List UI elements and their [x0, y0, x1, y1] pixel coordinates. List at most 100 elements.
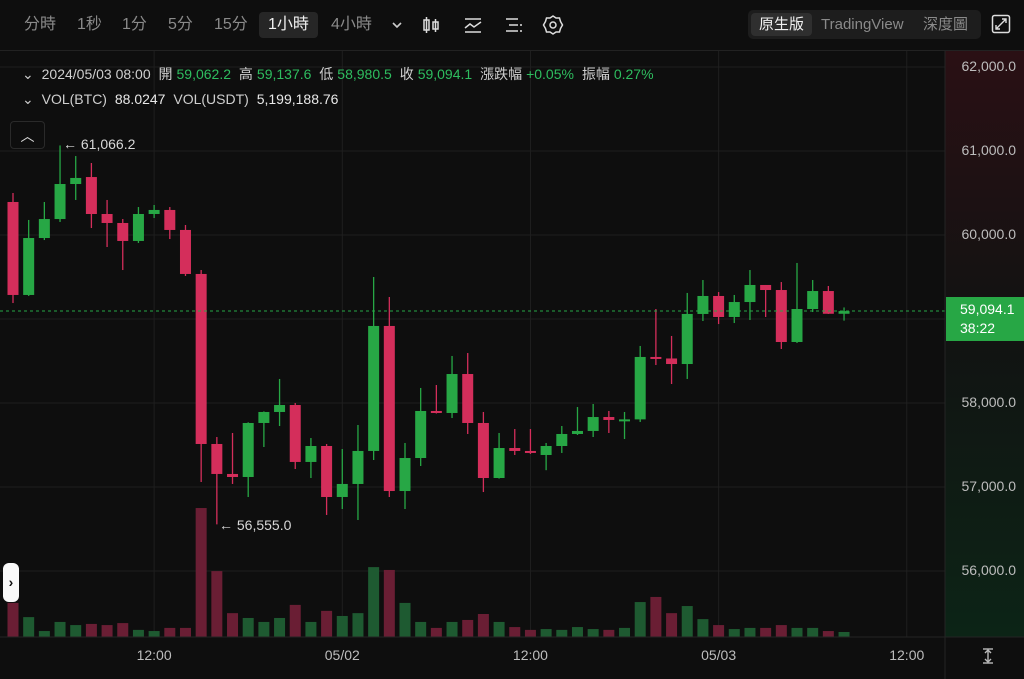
volume-bar [352, 613, 364, 637]
candle [587, 404, 599, 438]
indicator-icon[interactable] [462, 14, 484, 36]
chevron-down-icon[interactable]: ⌄ [22, 91, 34, 107]
candle-body [587, 417, 599, 431]
candle-body [399, 458, 411, 492]
candle-body [697, 295, 709, 314]
fullscreen-icon[interactable] [990, 13, 1012, 35]
candle-body [556, 433, 568, 447]
candle [744, 270, 756, 321]
candle [101, 199, 113, 248]
candle [415, 387, 427, 466]
volume-bar [179, 627, 191, 637]
candle [38, 201, 50, 241]
volume-bar [211, 571, 223, 637]
candle [164, 207, 176, 240]
volume-bar [587, 629, 599, 637]
candle-body [148, 209, 160, 214]
candle [70, 156, 82, 200]
candle-body [117, 222, 129, 241]
volume-bar [728, 629, 740, 637]
volume-bar [101, 625, 113, 637]
candle-type-icon[interactable] [420, 14, 442, 36]
candle-body [179, 229, 191, 274]
candle [336, 449, 348, 509]
candle-body [493, 448, 505, 479]
volume-bar [775, 625, 787, 637]
low-value: 58,980.5 [337, 66, 392, 82]
high-value: 59,137.6 [256, 66, 312, 82]
candle-body [415, 410, 427, 459]
volume-bar [650, 596, 662, 637]
candle [822, 285, 834, 314]
view-tradingview[interactable]: TradingView [821, 16, 904, 33]
candle [650, 308, 662, 366]
amplitude-label: 振幅 [581, 66, 610, 82]
list-settings-icon[interactable] [503, 14, 525, 36]
candle-body [822, 291, 834, 314]
chevron-down-icon[interactable]: ⌄ [22, 66, 34, 82]
time-tick-label: 12:00 [889, 647, 925, 663]
collapse-button[interactable]: ︿ [10, 121, 45, 149]
volume-bar [399, 602, 411, 637]
candle [179, 225, 191, 276]
candle [462, 353, 474, 434]
tab-4h[interactable]: 4小時 [331, 16, 372, 33]
tab-1m[interactable]: 1分 [122, 16, 147, 33]
view-native[interactable]: 原生版 [751, 13, 813, 36]
candle-body [336, 483, 348, 497]
candle [132, 207, 144, 243]
candle [383, 296, 395, 497]
vol-btc-label: VOL(BTC) [41, 91, 107, 107]
axis-scale-icon[interactable] [978, 646, 998, 666]
time-tick-label: 12:00 [136, 647, 172, 663]
chevron-down-icon[interactable] [386, 14, 408, 36]
candle [760, 284, 772, 317]
open-label: 開 [158, 66, 173, 82]
volume-bar [619, 627, 631, 637]
candle-body [383, 325, 395, 492]
tab-1h[interactable]: 1小時 [259, 12, 318, 38]
candle [321, 443, 333, 515]
volume-bar [697, 619, 709, 637]
vol-btc-value: 88.0247 [114, 91, 166, 107]
candle [728, 294, 740, 324]
tab-intraday[interactable]: 分時 [24, 16, 57, 33]
candle-body [289, 405, 301, 462]
candle [117, 219, 129, 271]
candle-body [38, 219, 50, 239]
price-tick-label: 61,000.0 [961, 141, 1017, 158]
tab-1s[interactable]: 1秒 [77, 16, 102, 33]
time-tick-label: 12:00 [512, 647, 548, 663]
candle [524, 429, 536, 454]
volume-bar [509, 627, 521, 637]
price-tick-label: 62,000.0 [961, 58, 1017, 74]
candle-body [368, 325, 380, 451]
gear-icon[interactable] [542, 14, 564, 36]
volume-bar [524, 629, 536, 637]
candle [352, 425, 364, 521]
candle-body [70, 177, 82, 185]
candle-body [791, 308, 803, 343]
candle [697, 280, 709, 322]
time-tick-label: 05/02 [324, 647, 360, 663]
candle [791, 262, 803, 344]
price-tick-label: 60,000.0 [961, 225, 1017, 242]
tab-5m[interactable]: 5分 [168, 16, 193, 33]
candle [619, 411, 631, 440]
tab-15m[interactable]: 15分 [214, 16, 248, 33]
candle [571, 407, 583, 435]
view-switcher: 原生版 TradingView 深度圖 [748, 10, 981, 39]
expand-sidebar-button[interactable]: › [3, 563, 19, 602]
volume-bar [38, 631, 50, 637]
time-tick-label: 05/03 [701, 647, 737, 663]
candle [681, 292, 693, 379]
view-depth[interactable]: 深度圖 [923, 16, 969, 33]
volume-bar [760, 627, 772, 637]
volume-bar [242, 617, 254, 637]
candle-body [603, 417, 615, 420]
volume-bar [493, 621, 505, 637]
candles [7, 145, 850, 525]
candle-body [321, 446, 333, 497]
candle-body [571, 430, 583, 434]
